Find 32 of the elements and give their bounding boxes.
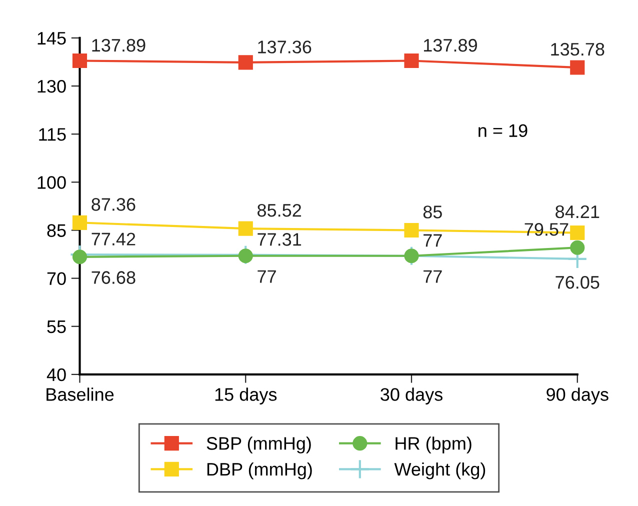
data-label: 137.36 [258,40,312,54]
data-label: 135.78 [551,42,604,56]
legend-label: DBP (mmHg) [207,462,312,480]
x-tick-label: 15 days [215,388,277,404]
data-label: 76.68 [92,271,136,284]
data-label: 77 [424,234,442,247]
annotation: n = 19 [478,124,528,138]
data-label: 137.89 [92,38,146,52]
data-label: 77 [424,270,442,283]
data-label: 77.31 [258,233,302,246]
data-label: 77.42 [92,232,136,246]
y-tick-label: 100 [38,176,66,189]
y-tick-label: 145 [38,32,66,45]
data-label: 137.89 [424,38,477,52]
data-label: 85.52 [258,204,302,217]
y-tick-label: 115 [39,128,66,141]
x-tick-label: Baseline [46,388,114,401]
y-tick-label: 55 [47,320,66,334]
data-label: 87.36 [92,198,136,211]
data-label: 77 [258,270,276,283]
data-label: 76.05 [556,276,600,289]
legend-label: SBP (mmHg) [206,436,311,454]
y-tick-label: 40 [46,368,66,382]
data-label: 85 [423,206,442,218]
data-label: 84.21 [556,205,600,218]
y-tick-label: 70 [47,272,66,286]
legend-label: HR (bpm) [396,436,472,454]
legend-label: Weight (kg) [394,462,486,480]
x-tick-label: 90 days [546,388,608,404]
x-tick-label: 30 days [380,388,442,404]
y-tick-label: 130 [38,80,66,93]
y-tick-label: 85 [47,224,66,237]
